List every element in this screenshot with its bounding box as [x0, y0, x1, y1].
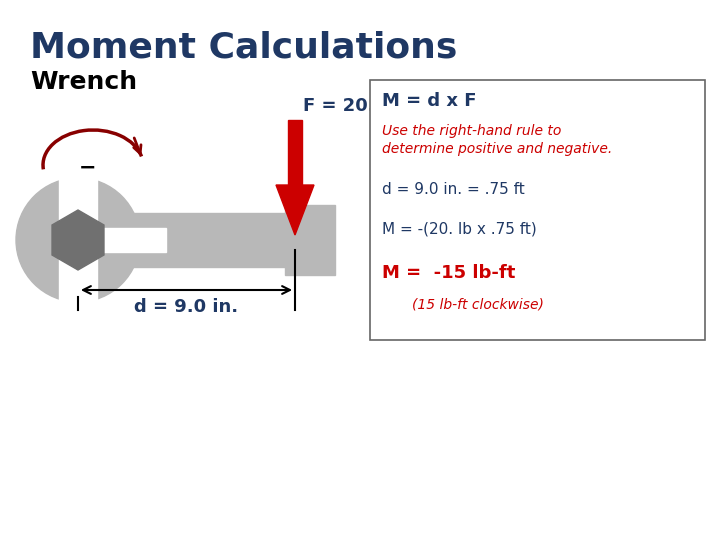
- Text: d = 9.0 in.: d = 9.0 in.: [135, 298, 238, 316]
- Text: (15 lb-ft clockwise): (15 lb-ft clockwise): [412, 297, 544, 311]
- Polygon shape: [59, 252, 97, 307]
- Bar: [288, 120, 302, 190]
- Text: −: −: [79, 158, 96, 178]
- Text: M =  -15 lb-ft: M = -15 lb-ft: [382, 264, 516, 282]
- FancyBboxPatch shape: [370, 80, 705, 340]
- Bar: [285, 205, 335, 275]
- Text: Use the right-hand rule to
determine positive and negative.: Use the right-hand rule to determine pos…: [382, 124, 612, 157]
- Text: F = 20.  lb: F = 20. lb: [303, 97, 406, 115]
- Bar: [88, 213, 315, 267]
- Circle shape: [16, 178, 140, 302]
- Polygon shape: [276, 185, 314, 235]
- Text: Moment Calculations: Moment Calculations: [30, 30, 457, 64]
- Text: M = -(20. lb x .75 ft): M = -(20. lb x .75 ft): [382, 222, 536, 237]
- Bar: [86, 228, 166, 252]
- Text: d = 9.0 in. = .75 ft: d = 9.0 in. = .75 ft: [382, 182, 525, 197]
- Polygon shape: [59, 173, 97, 228]
- Text: M = d x F: M = d x F: [382, 92, 477, 110]
- Polygon shape: [52, 210, 104, 270]
- Text: Wrench: Wrench: [30, 70, 137, 94]
